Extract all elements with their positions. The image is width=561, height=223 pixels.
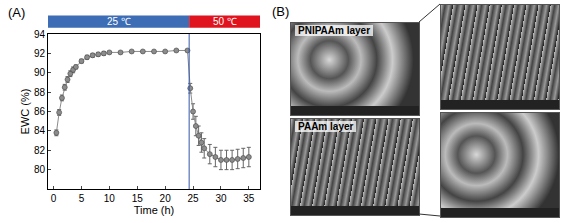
svg-text:0: 0: [51, 193, 57, 204]
svg-text:Time (h): Time (h): [134, 204, 175, 216]
svg-text:EWC (%): EWC (%): [19, 89, 31, 135]
svg-text:15: 15: [132, 193, 144, 204]
svg-text:(A): (A): [8, 5, 25, 20]
html-text:(B): (B): [272, 4, 290, 19]
svg-text:25: 25: [187, 193, 199, 204]
svg-text:35: 35: [243, 193, 255, 204]
svg-text:30: 30: [215, 193, 227, 204]
svg-text:25 ℃: 25 ℃: [107, 16, 131, 27]
svg-text:90: 90: [34, 67, 46, 78]
svg-text:82: 82: [34, 145, 46, 156]
svg-text:94: 94: [34, 29, 46, 40]
svg-text:84: 84: [34, 125, 46, 136]
svg-text:5: 5: [79, 193, 85, 204]
svg-text:80: 80: [34, 164, 46, 175]
svg-text:92: 92: [34, 48, 46, 59]
svg-text:20: 20: [160, 193, 172, 204]
svg-text:50 ℃: 50 ℃: [213, 16, 237, 27]
html-text:PNIPAAm layer: PNIPAAm layer: [298, 25, 371, 36]
svg-text:88: 88: [34, 87, 46, 98]
svg-text:86: 86: [34, 106, 46, 117]
html-text:PAAm layer: PAAm layer: [298, 121, 354, 132]
svg-text:10: 10: [104, 193, 116, 204]
